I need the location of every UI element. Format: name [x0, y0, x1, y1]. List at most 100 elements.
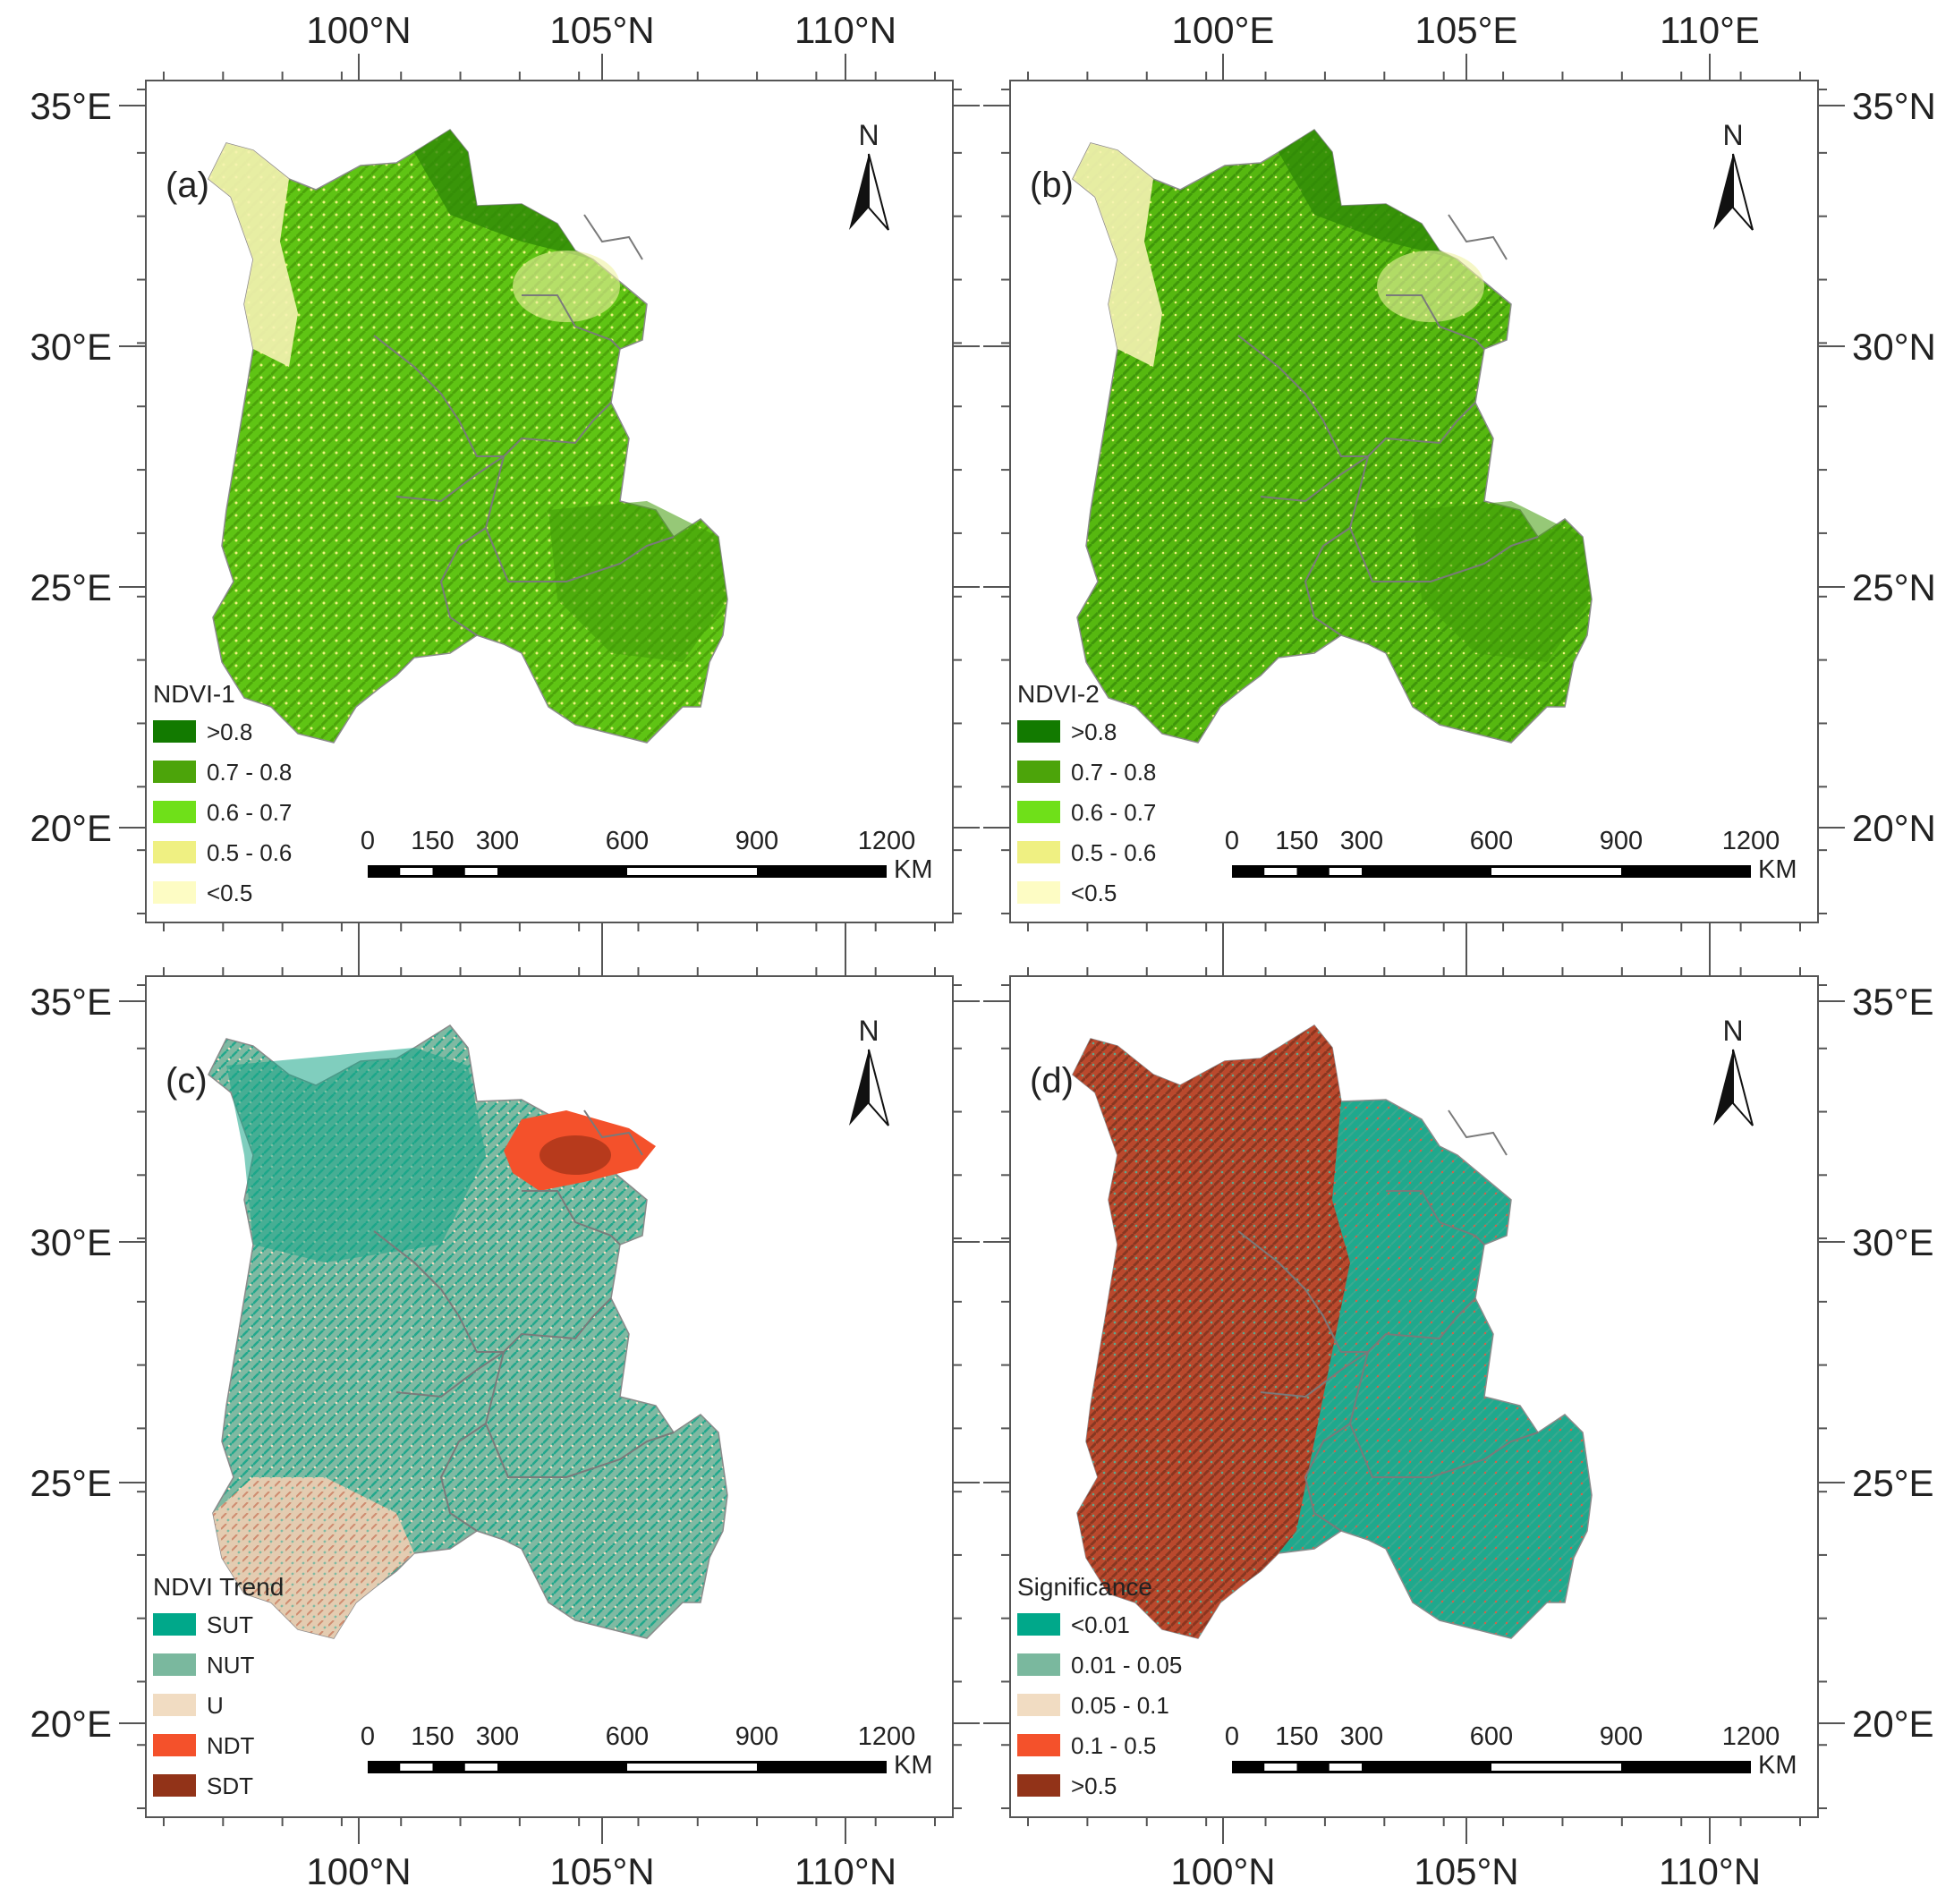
province-border [1260, 402, 1476, 503]
north-arrow-icon [849, 1049, 889, 1126]
legend-title: NDVI-2 [1017, 680, 1100, 708]
map-region [208, 1024, 728, 1639]
province-border [1386, 294, 1485, 350]
lon-label-bottom: 110°N [794, 1850, 896, 1892]
lat-label-right: 20°E [1852, 1703, 1934, 1745]
legend-swatch [153, 1694, 196, 1716]
legend-title: NDVI Trend [153, 1573, 284, 1601]
scale-bar-segment [1264, 1764, 1297, 1771]
legend-swatch [153, 761, 196, 783]
legend-label: <0.5 [207, 880, 252, 906]
legend-label: 0.5 - 0.6 [207, 839, 292, 866]
province-border [1237, 1230, 1368, 1353]
increase-zone [226, 1048, 486, 1262]
panel-label: (a) [166, 166, 209, 205]
lat-label-left: 20°E [30, 1703, 112, 1745]
legend-label: SUT [207, 1611, 253, 1638]
legend-label: 0.6 - 0.7 [207, 799, 292, 826]
province-border [583, 1109, 643, 1156]
scale-bar-tick-label: 1200 [1722, 1722, 1780, 1751]
scale-bar-tick-label: 900 [735, 1722, 778, 1751]
high-ndvi-zone [1279, 130, 1457, 259]
scale-bar-tick-label: 0 [361, 1722, 375, 1751]
legend-label: 0.6 - 0.7 [1071, 799, 1156, 826]
high-ndvi-zone [1413, 501, 1592, 662]
legend-label: U [207, 1692, 224, 1719]
lat-label-left: 35°E [30, 981, 112, 1023]
scale-bar-segment [1329, 1764, 1362, 1771]
lon-label-top: 110°E [1660, 9, 1760, 51]
scale-bar-unit: KM [894, 855, 933, 884]
scale-bar-tick-label: 0 [361, 827, 375, 855]
province-border [522, 294, 621, 350]
scale-bar-segment [464, 868, 497, 875]
scale-bar-unit: KM [894, 1751, 933, 1780]
map-panel-a: (a) N NDVI-1 >0.8 0.7 - 0.8 0.6 - 0.7 0.5 - 0.… [30, 9, 980, 949]
north-arrow-icon [849, 153, 889, 231]
scale-bar-segment [1329, 868, 1362, 875]
legend-label: 0.7 - 0.8 [207, 759, 292, 786]
legend-label: 0.05 - 0.1 [1071, 1692, 1169, 1719]
scale-bar-tick-label: 300 [476, 1722, 519, 1751]
scale-bar-tick-label: 600 [1470, 827, 1513, 855]
scale-bar-unit: KM [1758, 1751, 1797, 1780]
low-ndvi-zone [208, 143, 298, 367]
scale-bar-tick-label: 300 [476, 827, 519, 855]
legend-swatch [1017, 1653, 1060, 1676]
legend-label: 0.5 - 0.6 [1071, 839, 1156, 866]
lat-label-left: 25°E [30, 566, 112, 608]
panel-label: (b) [1030, 166, 1074, 205]
scale-bar-tick-label: 600 [606, 827, 649, 855]
map-region [208, 129, 728, 744]
province-border [1448, 1109, 1508, 1156]
legend-title: NDVI-1 [153, 680, 235, 708]
province-border [1304, 1423, 1351, 1532]
scale-bar-tick-label: 600 [1470, 1722, 1513, 1751]
lon-label-top: 100°E [1172, 9, 1275, 51]
legend-swatch [1017, 720, 1060, 743]
scale-bar-segment [464, 1764, 497, 1771]
legend-swatch [1017, 1734, 1060, 1756]
legend-swatch [153, 881, 196, 904]
legend-swatch [153, 1774, 196, 1797]
lon-label-bottom: 100°N [306, 1850, 411, 1892]
map-panel-d: (d) N Significance <0.01 0.01 - 0.05 0.05 - 0… [983, 949, 1934, 1892]
map-region [1072, 1024, 1593, 1639]
legend-swatch [1017, 841, 1060, 863]
province-border [1237, 335, 1368, 457]
province-border [1448, 214, 1508, 260]
scale-bar-segment [627, 1764, 757, 1771]
scale-bar-tick-label: 0 [1225, 827, 1239, 855]
north-arrow-right [868, 153, 889, 231]
scale-bar-tick-label: 300 [1340, 1722, 1383, 1751]
scale-bar-segment [627, 868, 757, 875]
scale-bar-tick-label: 300 [1340, 827, 1383, 855]
province-border [439, 527, 487, 636]
lat-label-right: 25°N [1852, 566, 1936, 608]
legend-swatch [153, 1653, 196, 1676]
scale-bar-tick-label: 1200 [858, 1722, 916, 1751]
basin-zone [1377, 251, 1484, 322]
scale-bar-tick-label: 900 [735, 827, 778, 855]
scale-bar-segment [1491, 1764, 1621, 1771]
province-border [395, 1297, 612, 1398]
north-arrow-left [1713, 1050, 1733, 1126]
legend-swatch [153, 841, 196, 863]
lon-label-bottom: 105°N [549, 1850, 654, 1892]
lat-label-left: 20°E [30, 807, 112, 849]
north-arrow-right [868, 1049, 889, 1126]
lat-label-right: 30°E [1852, 1221, 1934, 1263]
legend-swatch [1017, 1774, 1060, 1797]
insignificant-zone [1073, 1025, 1350, 1638]
low-ndvi-zone [1073, 143, 1162, 367]
legend-label: NUT [207, 1652, 255, 1679]
province-border [373, 1230, 504, 1353]
legend-label: 0.7 - 0.8 [1071, 759, 1156, 786]
north-arrow-right [1732, 153, 1754, 231]
north-arrow-icon [1713, 1049, 1754, 1126]
province-border [1260, 1297, 1476, 1398]
scale-bar-segment [1264, 868, 1297, 875]
north-arrow-label: N [858, 119, 879, 151]
